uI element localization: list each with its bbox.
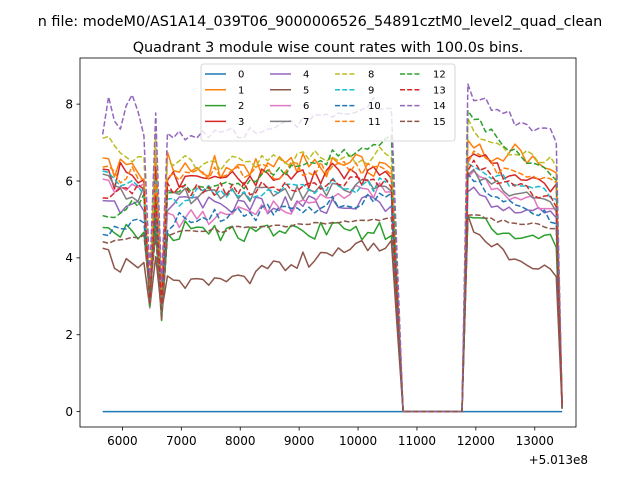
- series-line-2: [102, 216, 563, 413]
- chart-title: Quadrant 3 module wise count rates with …: [133, 40, 524, 56]
- series-line-13: [102, 159, 563, 413]
- x-tick-label: 10000: [339, 434, 377, 448]
- series-line-5: [102, 214, 563, 413]
- series-line-11: [102, 150, 563, 413]
- legend-item-6: 6: [270, 101, 309, 112]
- figure-suptitle: n file: modeM0/AS1A14_039T06_9000006526_…: [38, 14, 603, 30]
- legend-label: 0: [238, 70, 244, 81]
- series-8: [102, 117, 563, 413]
- x-tick-label: 11000: [398, 434, 436, 448]
- legend-label: 8: [368, 70, 374, 81]
- legend-item-15: 15: [400, 117, 446, 128]
- y-axis: 0 2 4 6 8: [65, 97, 80, 419]
- x-tick-label: 7000: [166, 434, 197, 448]
- legend-frame: [200, 63, 456, 142]
- legend-label: 4: [303, 70, 309, 81]
- series-10: [102, 172, 563, 413]
- series-line-15: [102, 214, 563, 413]
- legend-label: 9: [368, 85, 374, 96]
- legend-label: 12: [433, 70, 446, 81]
- legend-item-11: 11: [335, 117, 381, 128]
- legend-label: 7: [303, 117, 309, 128]
- legend-label: 1: [238, 85, 244, 96]
- series-15: [102, 214, 563, 413]
- legend-label: 3: [238, 117, 244, 128]
- x-tick-label: 13000: [516, 434, 554, 448]
- x-offset-label: +5.013e8: [529, 453, 588, 467]
- legend-item-8: 8: [335, 70, 374, 81]
- series-4: [102, 186, 563, 413]
- legend-item-5: 5: [270, 85, 309, 96]
- legend-item-0: 0: [205, 70, 244, 81]
- legend-label: 6: [303, 101, 309, 112]
- legend-label: 2: [238, 101, 244, 112]
- y-tick-label: 2: [65, 328, 73, 342]
- legend-label: 14: [433, 101, 446, 112]
- series-line-6: [102, 170, 563, 413]
- legend-label: 5: [303, 85, 309, 96]
- series-line-10: [102, 172, 563, 413]
- x-tick-label: 6000: [107, 434, 138, 448]
- x-tick-label: 9000: [284, 434, 315, 448]
- series-11: [102, 150, 563, 413]
- legend-item-2: 2: [205, 101, 244, 112]
- legend-item-3: 3: [205, 117, 244, 128]
- series-line-8: [102, 117, 563, 413]
- y-tick-label: 0: [65, 405, 73, 419]
- series-6: [102, 170, 563, 413]
- y-tick-label: 6: [65, 174, 73, 188]
- legend-item-7: 7: [270, 117, 309, 128]
- y-tick-label: 8: [65, 97, 73, 111]
- axes-frame: [79, 57, 577, 428]
- series-2: [102, 216, 563, 413]
- series-13: [102, 159, 563, 413]
- x-tick-label: 8000: [225, 434, 256, 448]
- y-tick-label: 4: [65, 251, 73, 265]
- series-line-9: [102, 162, 563, 413]
- series-9: [102, 162, 563, 413]
- legend-item-12: 12: [400, 70, 446, 81]
- legend-label: 10: [368, 101, 381, 112]
- legend-label: 15: [433, 117, 446, 128]
- legend-item-14: 14: [400, 101, 446, 112]
- legend-label: 11: [368, 117, 381, 128]
- legend-label: 13: [433, 85, 446, 96]
- legend-item-9: 9: [335, 85, 374, 96]
- legend-item-10: 10: [335, 101, 381, 112]
- series-5: [102, 214, 563, 413]
- legend-item-1: 1: [205, 85, 244, 96]
- legend-item-4: 4: [270, 70, 309, 81]
- x-tick-label: 12000: [457, 434, 495, 448]
- series-line-4: [102, 186, 563, 413]
- series-layer: [101, 83, 563, 413]
- legend-item-13: 13: [400, 85, 446, 96]
- x-axis: 6000 7000 8000 9000 10000 11000 12000 13000: [107, 427, 554, 448]
